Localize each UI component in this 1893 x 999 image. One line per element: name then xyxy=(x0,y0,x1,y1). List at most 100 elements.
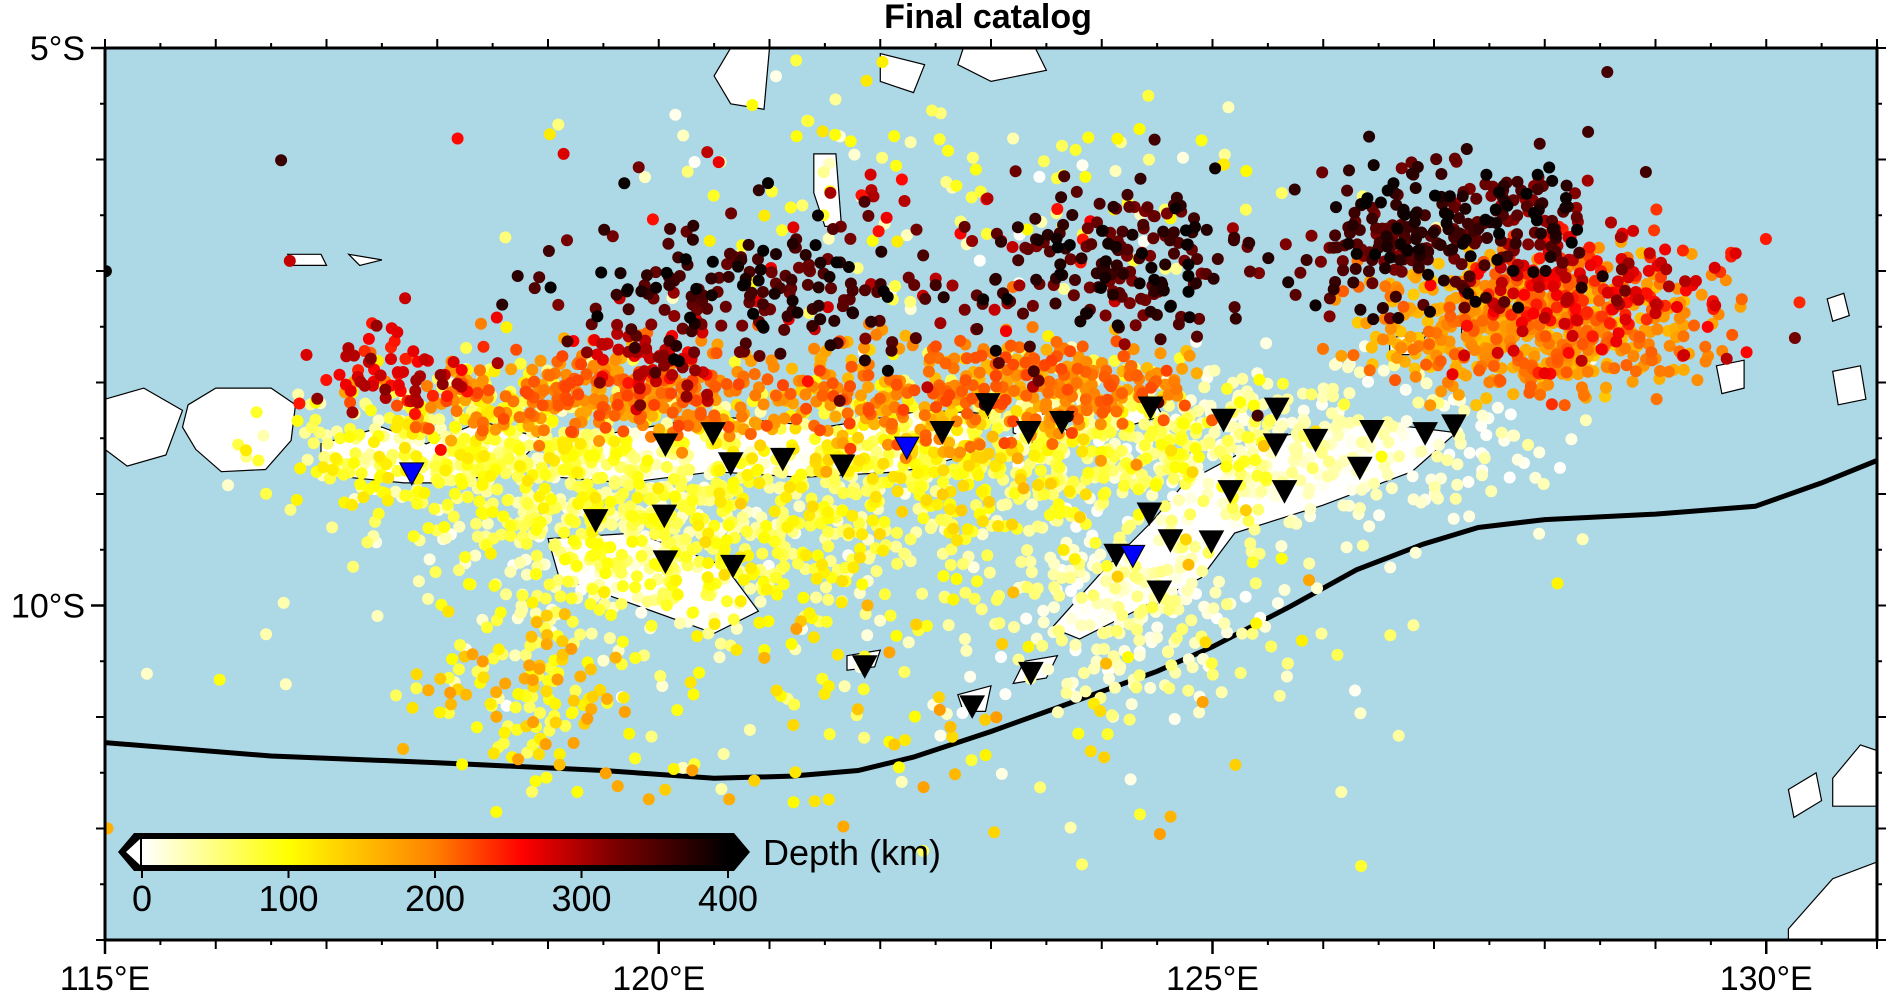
landmass xyxy=(105,387,184,467)
earthquake-event xyxy=(461,452,474,465)
earthquake-event xyxy=(1017,482,1030,495)
earthquake-event xyxy=(1109,582,1122,595)
earthquake-event xyxy=(790,54,803,67)
earthquake-event xyxy=(329,452,342,465)
earthquake-event xyxy=(665,387,678,400)
earthquake-event xyxy=(730,643,743,656)
earthquake-event xyxy=(837,820,850,833)
earthquake-event xyxy=(681,165,694,178)
earthquake-event xyxy=(1365,341,1378,354)
earthquake-event xyxy=(848,148,861,161)
earthquake-event xyxy=(976,515,989,528)
earthquake-event xyxy=(1176,623,1189,636)
earthquake-event xyxy=(1363,364,1376,377)
earthquake-event xyxy=(748,416,761,429)
earthquake-event xyxy=(541,629,554,641)
earthquake-event xyxy=(1478,259,1491,272)
earthquake-event xyxy=(1153,828,1166,840)
earthquake-event xyxy=(1203,436,1216,449)
earthquake-event xyxy=(1458,301,1471,314)
earthquake-event xyxy=(934,317,947,330)
earthquake-event xyxy=(388,335,401,348)
earthquake-event xyxy=(1343,387,1356,400)
earthquake-event xyxy=(821,439,834,452)
earthquake-event xyxy=(1554,461,1566,474)
earthquake-event xyxy=(572,497,585,510)
earthquake-event xyxy=(760,520,773,532)
earthquake-event xyxy=(438,521,451,533)
earthquake-event xyxy=(1538,311,1551,324)
earthquake-event xyxy=(1468,237,1481,250)
earthquake-event xyxy=(861,629,874,642)
earthquake-event xyxy=(1434,472,1447,485)
earthquake-event xyxy=(962,459,975,472)
earthquake-event xyxy=(1137,218,1150,231)
earthquake-event xyxy=(1007,358,1020,371)
earthquake-event xyxy=(357,491,370,504)
earthquake-event xyxy=(1123,713,1136,726)
earthquake-event xyxy=(451,377,464,390)
earthquake-event xyxy=(1220,460,1233,473)
earthquake-event xyxy=(442,605,455,618)
earthquake-event xyxy=(931,498,944,511)
earthquake-event xyxy=(1542,378,1555,391)
earthquake-event xyxy=(1116,225,1129,238)
earthquake-event xyxy=(778,323,791,336)
earthquake-event xyxy=(611,398,624,411)
earthquake-event xyxy=(919,292,932,305)
earthquake-event xyxy=(701,388,714,401)
earthquake-event xyxy=(410,374,423,387)
earthquake-event xyxy=(1168,594,1181,607)
earthquake-event xyxy=(434,443,447,456)
earthquake-event xyxy=(767,360,780,373)
earthquake-event xyxy=(526,674,539,686)
earthquake-event xyxy=(1213,575,1225,588)
earthquake-event xyxy=(1055,571,1068,584)
earthquake-event xyxy=(1017,307,1029,320)
earthquake-event xyxy=(735,410,748,423)
earthquake-event xyxy=(795,481,808,494)
earthquake-event xyxy=(737,573,750,586)
earthquake-event xyxy=(1022,640,1035,653)
earthquake-event xyxy=(1691,374,1704,387)
earthquake-event xyxy=(789,766,802,779)
earthquake-event xyxy=(1384,561,1397,574)
earthquake-event xyxy=(1708,261,1721,274)
earthquake-event xyxy=(629,581,642,594)
earthquake-event xyxy=(1677,363,1690,376)
earthquake-event xyxy=(822,593,835,606)
earthquake-events xyxy=(105,54,1806,872)
earthquake-event xyxy=(1639,166,1652,178)
earthquake-event xyxy=(1137,235,1150,248)
earthquake-event xyxy=(995,767,1008,780)
earthquake-event xyxy=(1629,365,1642,378)
earthquake-event xyxy=(497,412,510,425)
earthquake-event xyxy=(1155,514,1168,526)
earthquake-event xyxy=(948,352,961,365)
earthquake-event xyxy=(1022,243,1034,256)
earthquake-event xyxy=(446,653,459,666)
earthquake-event xyxy=(1323,310,1336,323)
earthquake-event xyxy=(940,176,953,188)
landmass xyxy=(1787,771,1823,819)
earthquake-event xyxy=(1363,265,1375,278)
earthquake-event xyxy=(1317,342,1329,355)
earthquake-event xyxy=(813,364,826,377)
map-area: Depth (km) 0 100 200 300 400 xyxy=(105,48,1877,940)
earthquake-event xyxy=(1052,498,1065,511)
earthquake-event xyxy=(676,446,689,459)
earthquake-event xyxy=(1116,417,1129,430)
earthquake-event xyxy=(1632,293,1645,306)
earthquake-event xyxy=(595,338,608,350)
earthquake-event xyxy=(1316,166,1329,179)
earthquake-event xyxy=(1126,399,1139,412)
earthquake-event xyxy=(1085,238,1098,251)
earthquake-event xyxy=(1221,382,1233,395)
earthquake-event xyxy=(1424,399,1437,412)
earthquake-event xyxy=(1347,349,1360,362)
earthquake-event xyxy=(635,550,648,562)
earthquake-event xyxy=(1101,598,1114,610)
earthquake-event xyxy=(1071,362,1084,375)
earthquake-event xyxy=(1216,497,1229,510)
earthquake-event xyxy=(618,705,631,718)
